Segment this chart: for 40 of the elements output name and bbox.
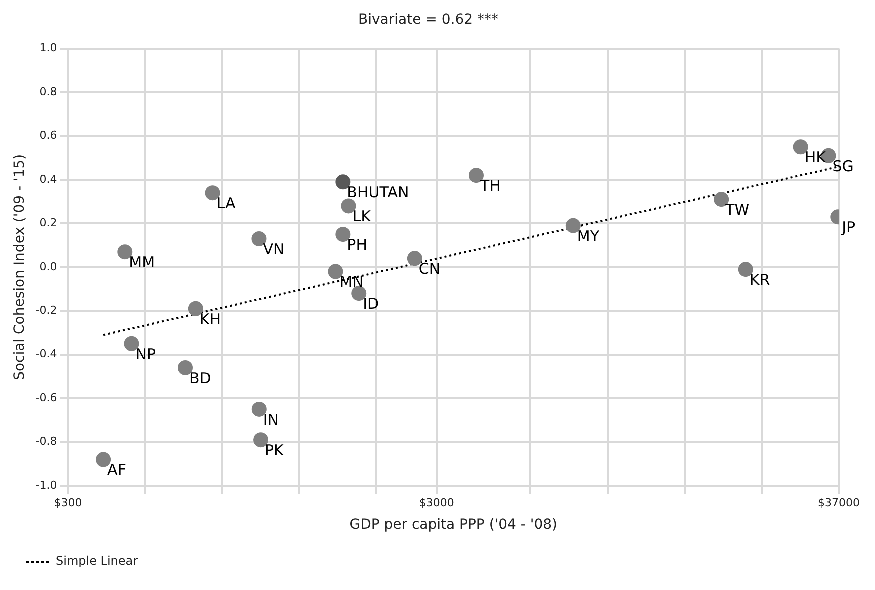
y-tick-label: 1.0: [40, 42, 58, 55]
x-tick-label: $37000: [818, 496, 860, 510]
annotation: AF: [108, 461, 126, 480]
annotation: TH: [479, 176, 501, 195]
annotation: CN: [418, 260, 441, 278]
y-tick-label: -0.4: [36, 348, 58, 361]
y-tick-label: 0.2: [40, 216, 58, 230]
annotation: BHUTAN: [347, 184, 410, 202]
chart-title: Bivariate = 0.62 ***: [358, 12, 498, 28]
annotation: KR: [750, 270, 770, 289]
annotation: IN: [263, 410, 280, 429]
annotation: VN: [263, 240, 285, 258]
y-tick-label: 0.6: [40, 129, 58, 142]
x-tick-label: $3000: [419, 496, 454, 510]
x-tick-label: $300: [54, 496, 82, 510]
annotation: LA: [216, 194, 236, 212]
annotation: TW: [724, 201, 750, 220]
annotation: KH: [200, 310, 222, 328]
legend-label: Simple Linear: [56, 554, 138, 568]
annotation: SG: [832, 157, 854, 176]
annotation: NP: [136, 345, 156, 364]
annotation: MN: [340, 273, 364, 292]
annotation: JP: [841, 218, 856, 237]
y-tick-label: -0.6: [36, 391, 58, 404]
annotation: MY: [577, 227, 600, 246]
annotation: PK: [264, 441, 286, 460]
y-tick-label: -1.0: [36, 478, 58, 492]
y-tick-label: 0.8: [40, 85, 58, 98]
x-axis-title: GDP per capita PPP ('04 - '08): [350, 517, 558, 534]
annotation: ID: [363, 295, 380, 314]
annotation: HK: [804, 148, 828, 167]
annotation: MM: [129, 253, 156, 272]
y-tick-label: 0.0: [40, 260, 58, 274]
y-tick-label: -0.8: [36, 435, 58, 448]
y-tick-label: 0.4: [40, 172, 58, 186]
y-axis-title: Social Cohesion Index ('09 - '15): [12, 154, 28, 380]
y-tick-label: -0.2: [36, 304, 58, 317]
annotation: BD: [189, 369, 212, 388]
annotation: PH: [347, 236, 368, 254]
annotation: LK: [352, 208, 372, 226]
